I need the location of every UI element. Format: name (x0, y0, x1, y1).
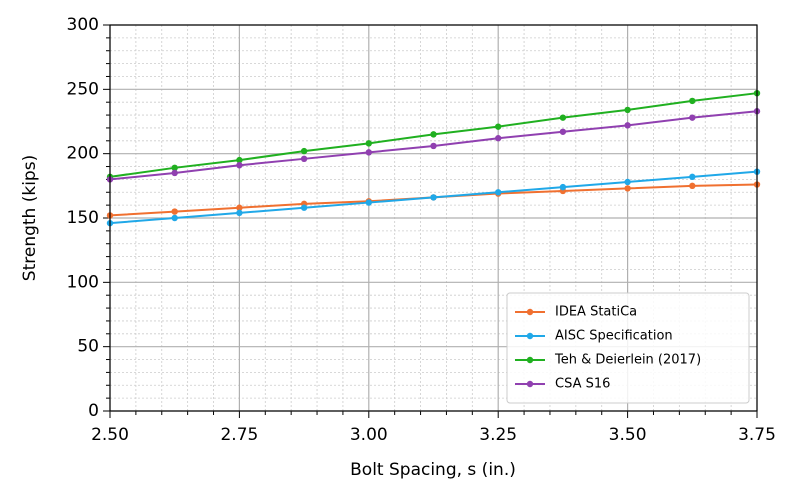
data-point (624, 178, 631, 186)
data-point (624, 185, 631, 192)
legend-label: AISC Specification (555, 329, 673, 344)
data-point (495, 123, 502, 130)
legend-label: IDEA StatiCa (555, 305, 637, 320)
x-tick-label: 3.25 (479, 425, 517, 445)
x-tick-label: 3.00 (350, 425, 388, 445)
data-point (171, 169, 178, 177)
data-point (430, 194, 437, 201)
y-tick-label: 100 (67, 272, 99, 292)
data-point (689, 97, 696, 105)
data-point (495, 189, 502, 196)
legend: IDEA StatiCa AISC Specification Teh & Deie… (506, 292, 750, 404)
data-point (365, 149, 372, 156)
x-tick-label: 2.50 (91, 425, 129, 445)
data-point (300, 204, 308, 211)
legend-box (506, 292, 750, 404)
data-point (365, 199, 372, 206)
data-point (689, 114, 696, 121)
legend-label: Teh & Deierlein (2017) (554, 353, 701, 368)
data-point (171, 208, 178, 215)
data-point (495, 135, 502, 142)
data-point (236, 162, 243, 169)
data-point (171, 164, 178, 172)
data-point (236, 204, 243, 211)
plot-frame (109, 24, 758, 412)
data-point (365, 140, 372, 147)
data-point (624, 106, 631, 114)
y-axis-label: Strength (kips) (20, 155, 40, 281)
data-point (559, 183, 567, 191)
x-tick-label: 2.75 (220, 425, 258, 445)
x-tick-label: 3.50 (609, 425, 647, 445)
y-tick-label: 0 (88, 401, 99, 421)
legend-marker (526, 380, 534, 388)
data-point (300, 155, 308, 163)
y-tick-label: 250 (67, 79, 99, 99)
data-point (236, 209, 243, 217)
legend-marker (526, 332, 534, 340)
y-tick-label: 150 (67, 208, 99, 228)
data-point (624, 122, 631, 129)
data-point (689, 173, 696, 181)
data-point (559, 128, 567, 135)
data-point (689, 182, 696, 190)
y-tick-label: 200 (67, 144, 99, 164)
data-point (430, 131, 437, 138)
data-point (236, 156, 243, 164)
legend-marker (526, 308, 534, 316)
x-axis-label: Bolt Spacing, s (in.) (350, 460, 516, 480)
y-tick-label: 50 (77, 337, 99, 357)
data-point (430, 142, 437, 150)
data-point (559, 114, 567, 121)
x-tick-label: 3.75 (738, 425, 776, 445)
data-point (300, 147, 308, 155)
legend-marker (526, 356, 534, 364)
legend-label: CSA S16 (555, 377, 610, 392)
data-point (171, 214, 178, 222)
y-tick-label: 300 (67, 15, 99, 35)
